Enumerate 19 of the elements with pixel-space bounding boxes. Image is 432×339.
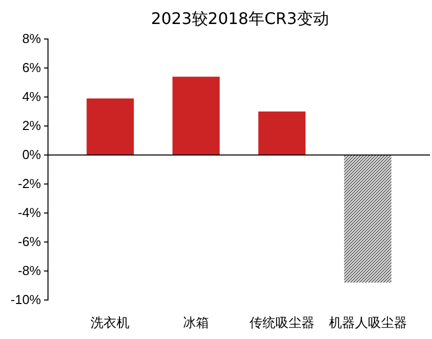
- y-tick-label: 0%: [22, 147, 42, 162]
- x-tick-label: 机器人吸尘器: [328, 316, 407, 331]
- x-tick-label: 冰箱: [183, 316, 210, 331]
- y-tick-label: 4%: [22, 89, 42, 104]
- y-tick-label: -2%: [18, 176, 42, 192]
- y-tick-label: -6%: [18, 234, 42, 250]
- y-tick-label: 6%: [22, 60, 42, 76]
- bar: [344, 155, 392, 283]
- y-tick-label: 8%: [22, 31, 42, 46]
- bar: [86, 98, 134, 155]
- y-tick-label: -4%: [18, 205, 42, 220]
- y-tick-label: -8%: [18, 263, 42, 278]
- chart-title: 2023较2018年CR3变动: [151, 9, 329, 28]
- x-tick-label: 洗衣机: [90, 316, 130, 331]
- x-tick-label: 传统吸尘器: [249, 316, 314, 331]
- y-tick-label: 2%: [22, 118, 42, 134]
- y-tick-label: -10%: [10, 292, 42, 308]
- bar: [172, 76, 220, 155]
- bar: [258, 112, 306, 155]
